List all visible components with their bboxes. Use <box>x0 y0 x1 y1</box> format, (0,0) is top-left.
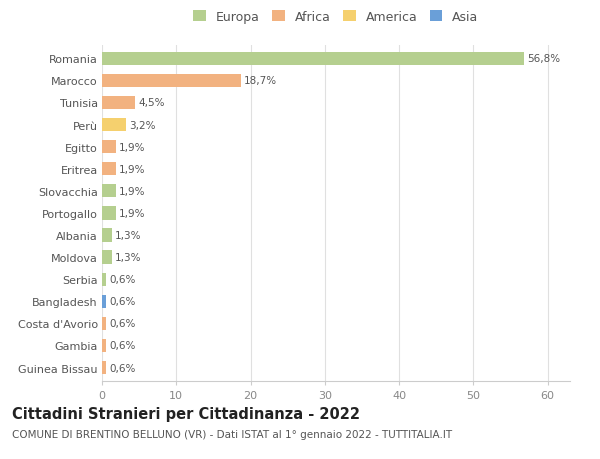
Bar <box>102 207 116 220</box>
Text: 18,7%: 18,7% <box>244 76 277 86</box>
Text: 3,2%: 3,2% <box>129 120 155 130</box>
Legend: Europa, Africa, America, Asia: Europa, Africa, America, Asia <box>193 11 479 24</box>
Text: COMUNE DI BRENTINO BELLUNO (VR) - Dati ISTAT al 1° gennaio 2022 - TUTTITALIA.IT: COMUNE DI BRENTINO BELLUNO (VR) - Dati I… <box>12 429 452 439</box>
Bar <box>102 163 116 176</box>
Text: 0,6%: 0,6% <box>109 319 136 329</box>
Bar <box>102 317 106 330</box>
Text: 1,3%: 1,3% <box>115 252 141 263</box>
Text: 0,6%: 0,6% <box>109 363 136 373</box>
Text: 1,9%: 1,9% <box>119 208 146 218</box>
Bar <box>102 185 116 198</box>
Bar <box>102 118 126 132</box>
Bar <box>102 361 106 375</box>
Text: 0,6%: 0,6% <box>109 297 136 307</box>
Bar <box>102 251 112 264</box>
Text: 4,5%: 4,5% <box>139 98 165 108</box>
Text: 1,9%: 1,9% <box>119 186 146 196</box>
Bar <box>102 295 106 308</box>
Bar <box>102 339 106 353</box>
Bar <box>102 229 112 242</box>
Bar <box>102 273 106 286</box>
Text: 0,6%: 0,6% <box>109 274 136 285</box>
Text: 56,8%: 56,8% <box>527 54 560 64</box>
Bar <box>102 52 524 66</box>
Text: 1,9%: 1,9% <box>119 142 146 152</box>
Bar <box>102 141 116 154</box>
Bar <box>102 74 241 88</box>
Text: 1,9%: 1,9% <box>119 164 146 174</box>
Bar <box>102 96 136 110</box>
Text: 0,6%: 0,6% <box>109 341 136 351</box>
Text: Cittadini Stranieri per Cittadinanza - 2022: Cittadini Stranieri per Cittadinanza - 2… <box>12 406 360 421</box>
Text: 1,3%: 1,3% <box>115 230 141 241</box>
